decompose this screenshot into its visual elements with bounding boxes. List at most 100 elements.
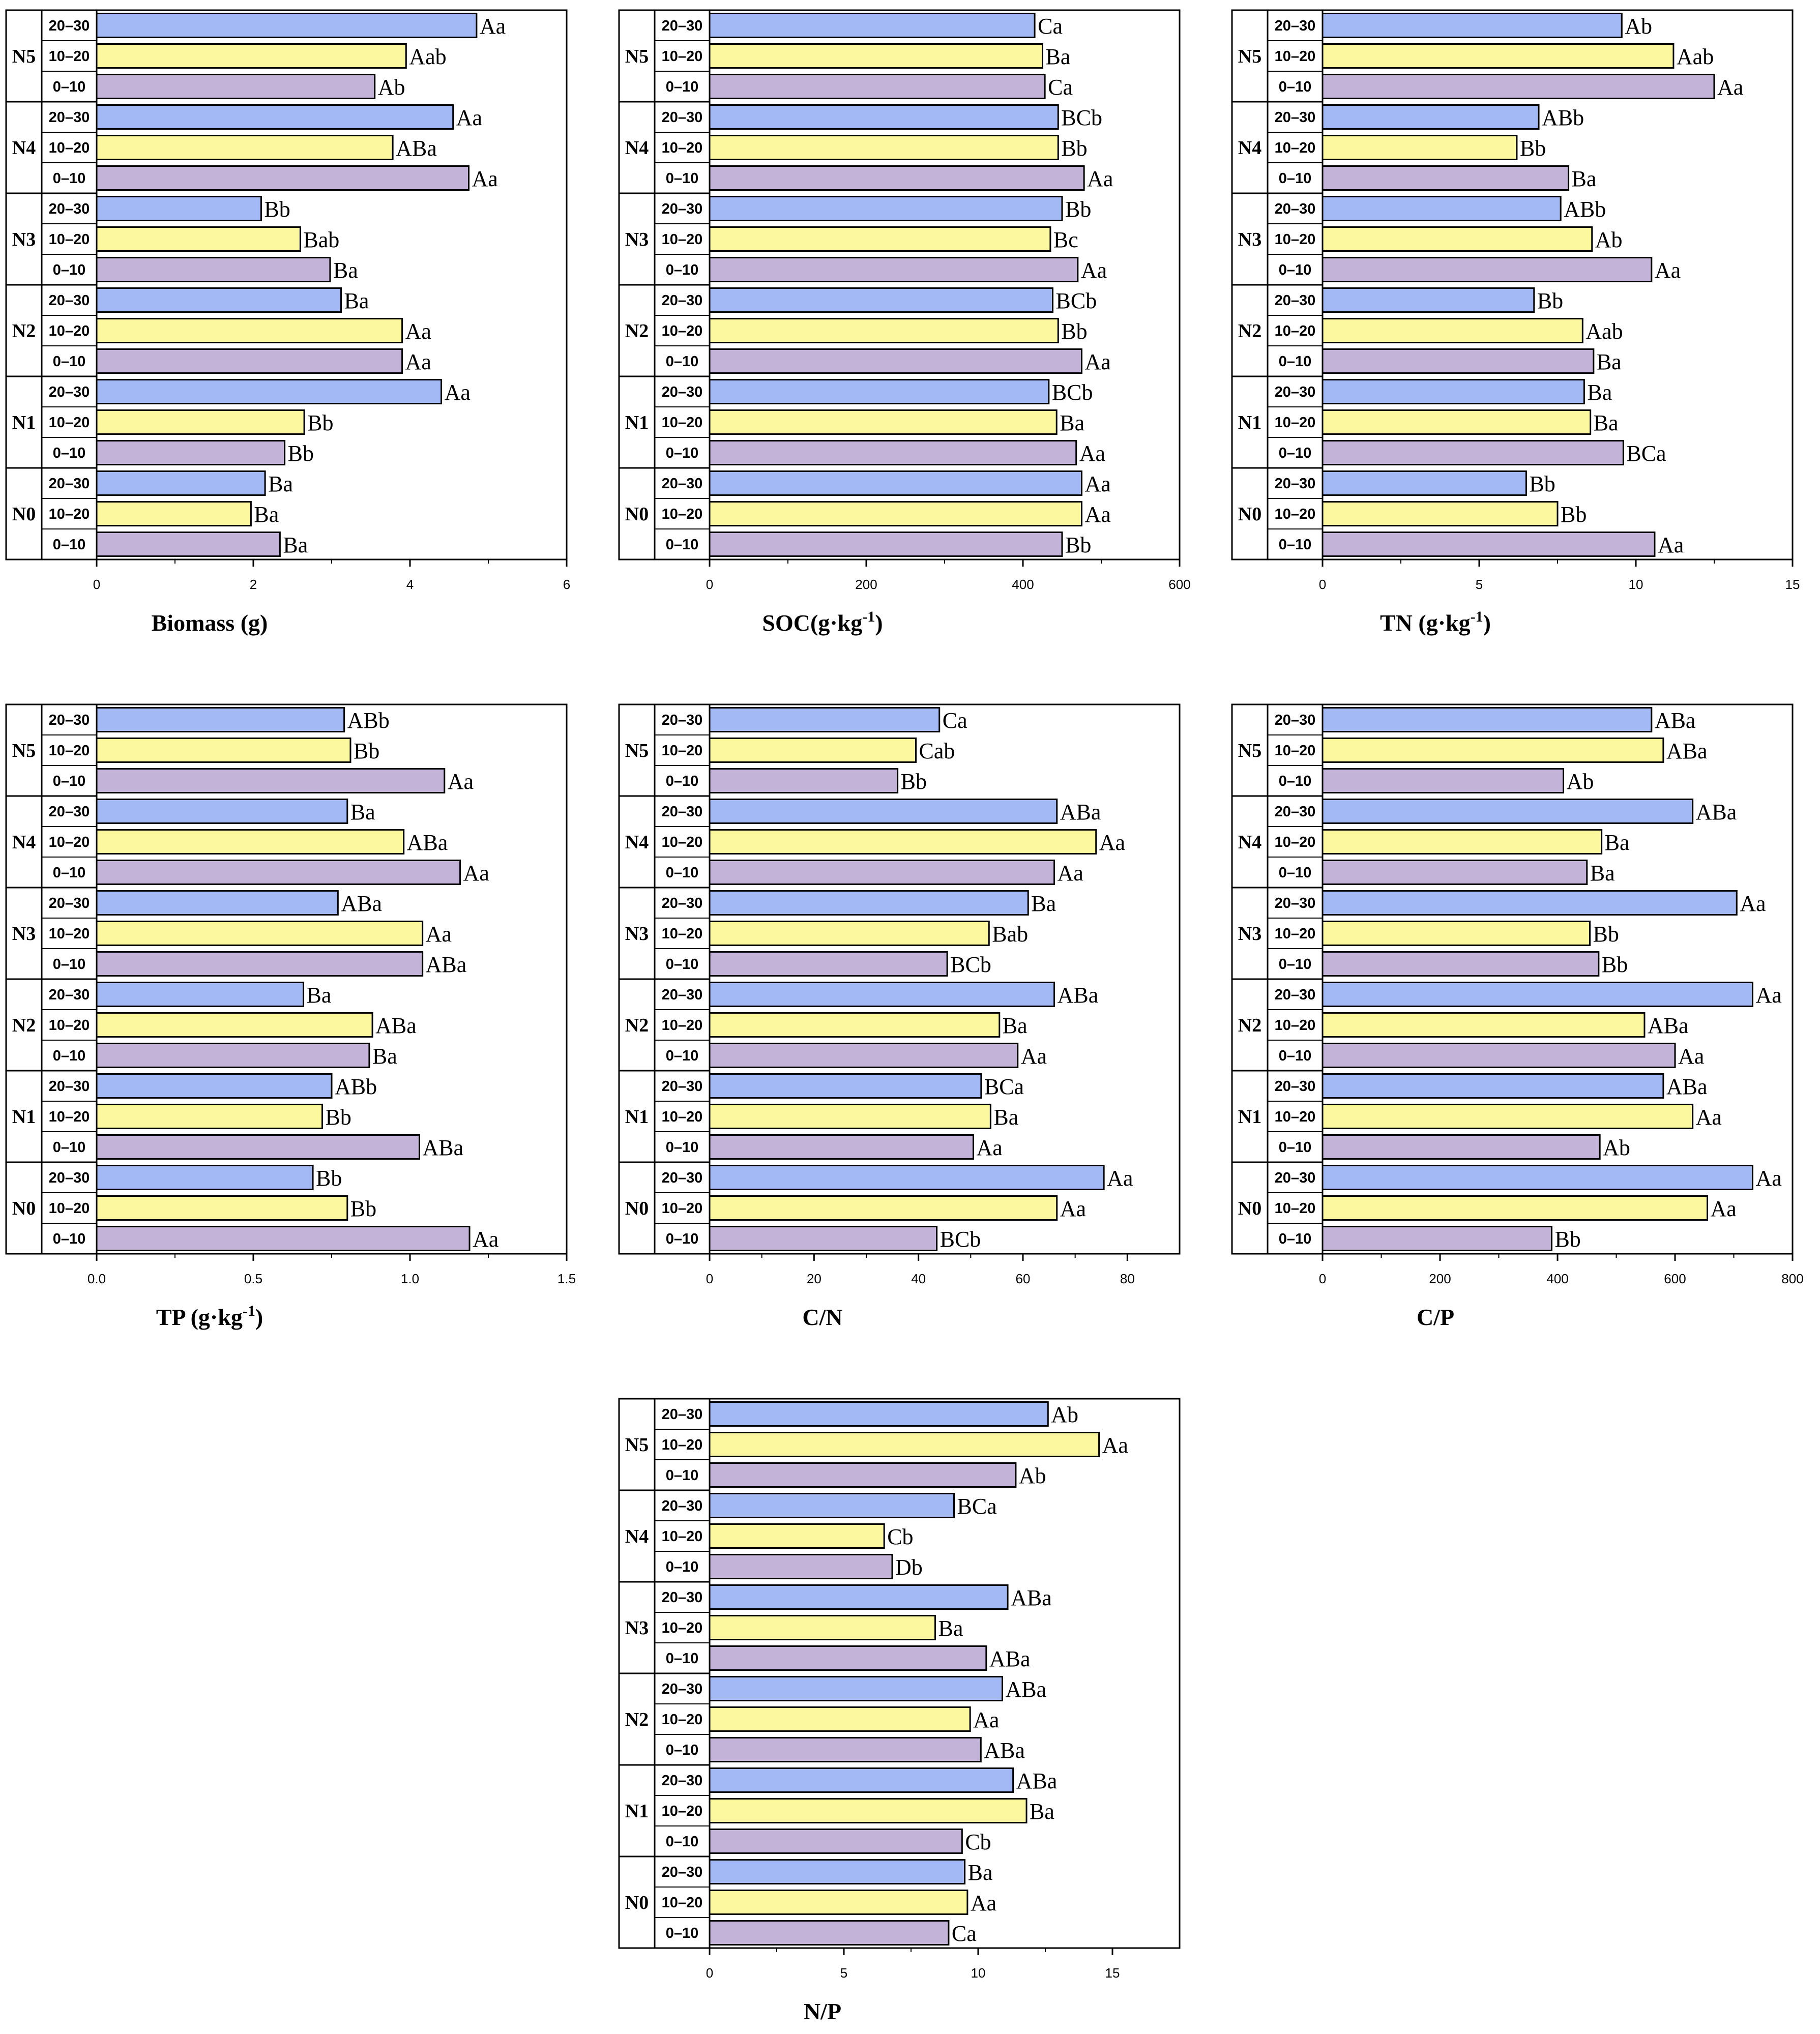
significance-label: Bb [288,441,314,466]
depth-label: 10–20 [1275,926,1316,942]
x-axis-label: C/P [1417,1304,1454,1330]
significance-label: Aa [456,105,482,130]
depth-label: 0–10 [666,1139,699,1156]
bar [1322,165,1570,191]
group-label: N3 [625,923,649,945]
depth-label: 20–30 [1275,201,1316,217]
group-label: N1 [1238,1106,1261,1128]
depth-label: 20–30 [662,1773,703,1789]
depth-label: 10–20 [1275,323,1316,339]
bar [96,1165,314,1190]
chart-panel-4: N5 20–30 ABb 10–20 Bb 0–10 Aa N4 20–30 Ba 10–20 ABa… [5,703,576,1330]
depth-label: 20–30 [1275,109,1316,126]
depth-label: 20–30 [49,1170,90,1186]
bar [96,768,446,793]
significance-label: ABa [396,136,437,161]
bar [1322,74,1715,99]
depth-label: 10–20 [49,506,90,522]
depth-label: 0–10 [53,353,86,370]
group-label: N0 [625,504,649,525]
significance-label: Aa [473,1227,498,1252]
significance-label: BCb [940,1227,981,1252]
significance-label: Aa [1740,891,1766,916]
bar [709,1615,936,1640]
bar [1322,860,1588,885]
significance-label: BCb [950,952,991,977]
significance-label: Aab [409,44,446,69]
depth-label: 20–30 [662,384,703,400]
bar [1322,1165,1753,1190]
bar [96,165,469,191]
depth-label: 20–30 [662,476,703,492]
bar [709,1432,1100,1457]
bar [96,135,394,160]
x-tick-label: 0 [706,1271,713,1286]
depth-label: 10–20 [1275,834,1316,850]
significance-label: Db [895,1555,923,1580]
bar [1322,226,1593,252]
depth-label: 0–10 [53,445,86,461]
group-label: N1 [12,412,36,433]
bar [96,13,478,38]
depth-label: 10–20 [662,1017,703,1034]
significance-label: Ba [307,983,332,1008]
significance-label: Ba [1590,861,1615,886]
group-label: N3 [625,1617,649,1639]
bar [709,318,1059,343]
x-tick-label: 800 [1781,1271,1803,1286]
bar [1322,829,1603,854]
bar [1322,104,1540,130]
depth-label: 10–20 [662,140,703,156]
bar [709,348,1082,374]
depth-label: 10–20 [662,323,703,339]
significance-label: Bb [1061,319,1087,344]
depth-label: 10–20 [49,1200,90,1217]
bar [1322,768,1565,793]
depth-label: 20–30 [49,201,90,217]
significance-label: Bb [1065,533,1091,557]
bar [709,1737,982,1762]
significance-label: ABa [341,891,382,916]
depth-label: 10–20 [662,1437,703,1453]
depth-label: 10–20 [1275,743,1316,759]
x-tick-label: 10 [1629,577,1643,592]
bar [709,1134,974,1160]
bar [96,532,281,557]
significance-label: ABa [1648,1013,1689,1038]
depth-label: 0–10 [666,1231,699,1247]
depth-label: 20–30 [662,292,703,309]
bar [709,1584,1009,1610]
significance-label: Ba [1605,830,1630,855]
significance-label: BCa [957,1494,996,1519]
x-axis-label: TN (g·kg-1) [1380,608,1491,636]
depth-label: 0–10 [666,956,699,972]
significance-label: Ba [1031,891,1056,916]
significance-label: ABa [1016,1768,1058,1793]
depth-label: 10–20 [662,1620,703,1636]
depth-label: 0–10 [1279,79,1312,95]
significance-label: Aa [463,861,489,886]
depth-label: 20–30 [662,1864,703,1880]
significance-label: Ba [1587,380,1612,405]
significance-label: Aa [1711,1196,1737,1221]
depth-label: 0–10 [53,262,86,278]
significance-label: ABa [1060,800,1101,824]
x-tick-label: 20 [807,1271,821,1286]
bar [96,409,305,435]
significance-label: Aa [1099,830,1125,855]
depth-label: 20–30 [1275,384,1316,400]
depth-label: 20–30 [662,804,703,820]
bar [1322,440,1624,465]
significance-label: Bb [316,1166,342,1191]
significance-label: Ba [1003,1013,1028,1038]
x-tick-label: 5 [1476,577,1483,592]
significance-label: Aa [971,1891,996,1915]
depth-label: 20–30 [49,476,90,492]
significance-label: Ba [1572,166,1597,191]
significance-label: Ba [283,533,308,557]
significance-label: Aa [1087,166,1113,191]
bar [96,348,403,374]
significance-label: Ba [1046,44,1071,69]
bar [1322,257,1653,282]
